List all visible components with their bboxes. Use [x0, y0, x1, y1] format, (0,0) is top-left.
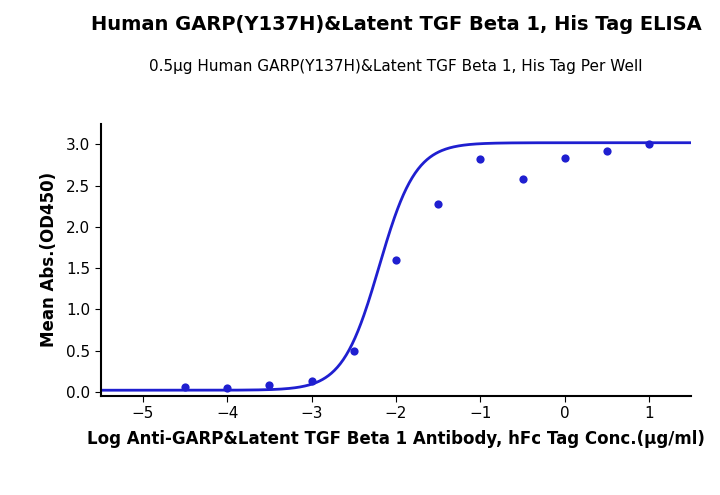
- Point: [601, 147, 613, 155]
- X-axis label: Log Anti-GARP&Latent TGF Beta 1 Antibody, hFc Tag Conc.(μg/ml): Log Anti-GARP&Latent TGF Beta 1 Antibody…: [87, 430, 705, 448]
- Point: [222, 384, 233, 392]
- Text: 0.5μg Human GARP(Y137H)&Latent TGF Beta 1, His Tag Per Well: 0.5μg Human GARP(Y137H)&Latent TGF Beta …: [149, 59, 643, 74]
- Point: [474, 155, 486, 163]
- Point: [348, 346, 359, 354]
- Point: [264, 381, 275, 389]
- Text: Human GARP(Y137H)&Latent TGF Beta 1, His Tag ELISA: Human GARP(Y137H)&Latent TGF Beta 1, His…: [91, 15, 701, 34]
- Point: [390, 256, 402, 264]
- Y-axis label: Mean Abs.(OD450): Mean Abs.(OD450): [40, 172, 58, 347]
- Point: [517, 175, 528, 183]
- Point: [179, 383, 191, 391]
- Point: [433, 200, 444, 208]
- Point: [643, 141, 654, 148]
- Point: [306, 377, 318, 385]
- Point: [559, 154, 570, 162]
